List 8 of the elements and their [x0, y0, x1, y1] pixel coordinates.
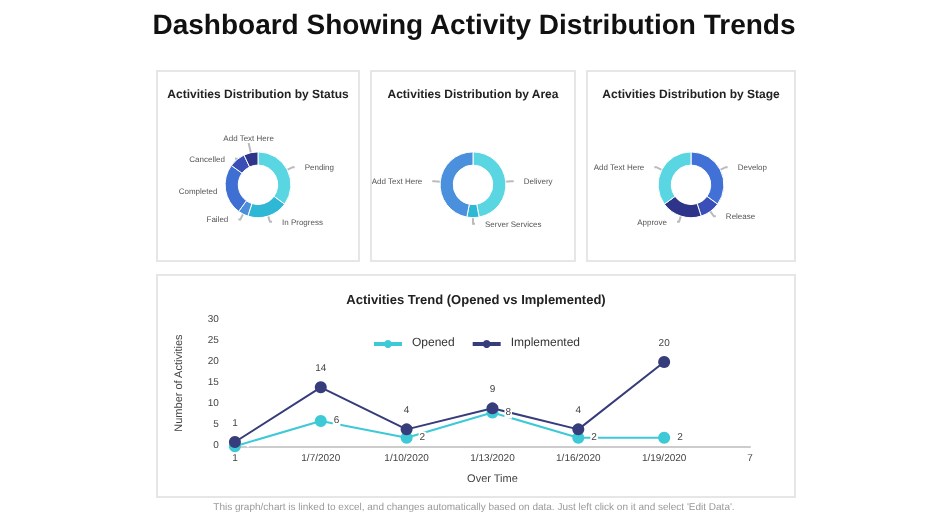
point — [314, 381, 327, 394]
point — [228, 436, 241, 448]
point — [658, 431, 671, 444]
point — [314, 414, 327, 427]
point — [400, 423, 413, 436]
point — [572, 423, 585, 436]
point — [658, 356, 671, 369]
text: Dashboard Showing Activity Distribution Trends — [150, 8, 798, 40]
